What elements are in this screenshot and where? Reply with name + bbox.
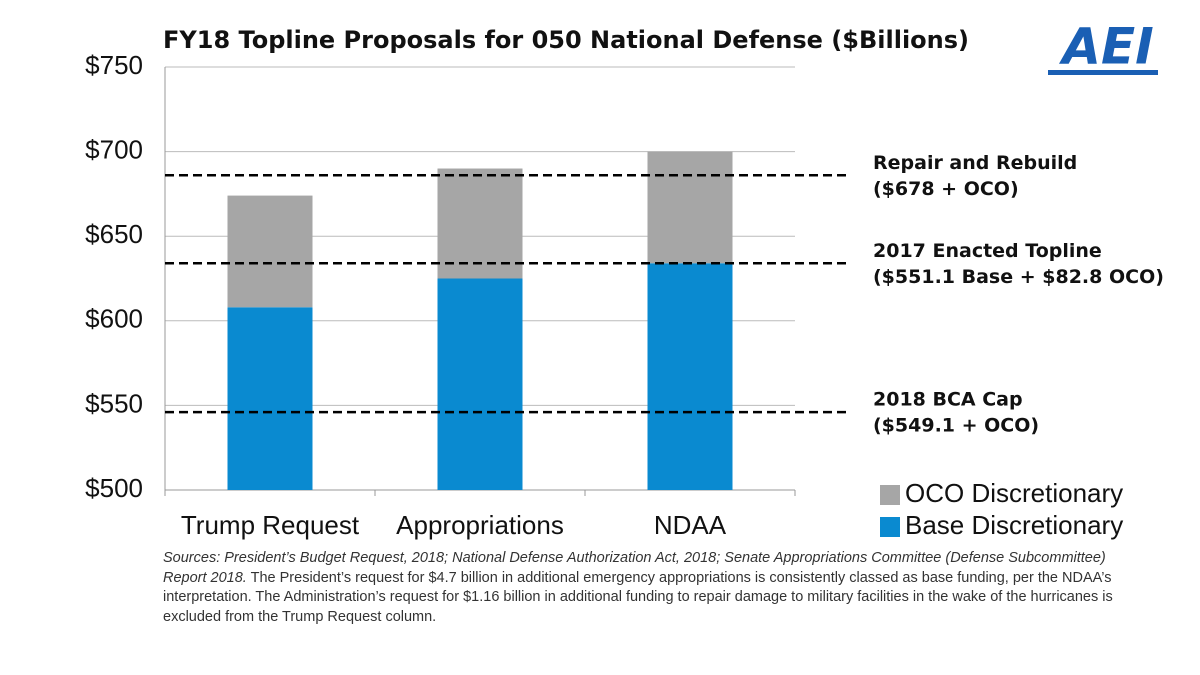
legend-swatch	[880, 517, 900, 537]
x-tick-label: Appropriations	[396, 510, 564, 540]
reference-label: ($551.1 Base + $82.8 OCO)	[873, 266, 1164, 288]
reference-label: 2017 Enacted Topline	[873, 240, 1102, 262]
y-tick-label: $700	[85, 134, 143, 164]
reference-label: ($678 + OCO)	[873, 178, 1019, 200]
bar-segment	[227, 195, 313, 308]
logo: AEI	[1058, 18, 1153, 76]
reference-label: Repair and Rebuild	[873, 152, 1077, 174]
note: The President’s request for $4.7 billion…	[163, 569, 1113, 625]
source: Sources: President’s Budget Request, 201…	[163, 550, 1106, 586]
y-tick-label: $500	[85, 473, 143, 503]
bar-segment	[227, 307, 313, 490]
x-tick-label: NDAA	[654, 510, 727, 540]
legend-label: Base Discretionary	[905, 510, 1123, 540]
bar-segment	[647, 151, 733, 264]
y-tick-label: $650	[85, 219, 143, 249]
legend-label: OCO Discretionary	[905, 478, 1123, 508]
logo-bar	[1048, 70, 1158, 75]
reference-label: ($549.1 + OCO)	[873, 415, 1039, 437]
bar-segment	[437, 278, 523, 490]
y-tick-label: $600	[85, 304, 143, 334]
chart-title: FY18 Topline Proposals for 050 National …	[163, 26, 969, 54]
bar-segment	[437, 168, 523, 279]
bar-segment	[647, 263, 733, 490]
legend-swatch	[880, 485, 900, 505]
y-tick-label: $550	[85, 388, 143, 418]
x-tick-label: Trump Request	[181, 510, 360, 540]
reference-label: 2018 BCA Cap	[873, 389, 1023, 411]
source-note: Sources: President’s Budget Request, 201…	[163, 549, 1113, 627]
y-tick-label: $750	[85, 50, 143, 80]
